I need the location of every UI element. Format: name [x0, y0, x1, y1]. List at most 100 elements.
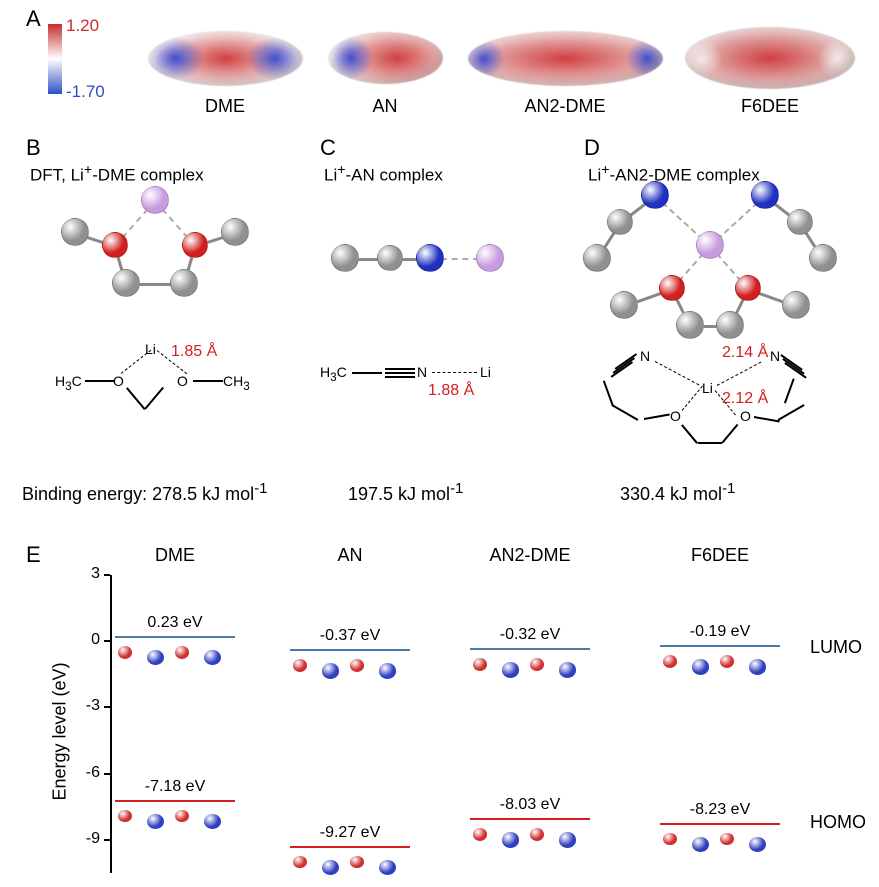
- orbital-homo: [118, 804, 232, 832]
- atom-n: [416, 244, 444, 272]
- esp-surface-dme: [148, 31, 303, 86]
- panel-letter-b: B: [26, 135, 41, 161]
- orbital-homo: [473, 822, 587, 850]
- y-tick-label: -3: [66, 697, 100, 715]
- y-tick: [104, 706, 110, 708]
- orbital-lumo: [663, 649, 777, 677]
- colorbar-max: 1.20: [66, 16, 99, 36]
- atom-cn1: [607, 209, 633, 235]
- lumo-value: -0.19 eV: [660, 623, 780, 641]
- atom-cc1: [676, 311, 704, 339]
- homo-value: -8.03 eV: [470, 796, 590, 814]
- chem-li-d: Li: [702, 380, 713, 396]
- orbital-lumo: [118, 640, 232, 668]
- lumo-line: [470, 648, 590, 650]
- lumo-value: -0.32 eV: [470, 626, 590, 644]
- atom-co2: [782, 291, 810, 319]
- atom-o1: [102, 232, 128, 258]
- atom-li: [141, 186, 169, 214]
- chem-o2: O: [177, 373, 188, 389]
- chem-structure-b: Li 1.85 Å H3C O O CH3: [55, 345, 265, 435]
- chem-n: N: [417, 364, 427, 380]
- homo-value: -9.27 eV: [290, 824, 410, 842]
- atom-o2: [182, 232, 208, 258]
- atom-c3: [170, 269, 198, 297]
- panel-b-title: DFT, Li+-DME complex: [30, 162, 204, 186]
- esp-label-dme: DME: [165, 96, 285, 117]
- panel-letter-a: A: [26, 6, 41, 32]
- panel-letter-c: C: [320, 135, 336, 161]
- atom-cm2: [809, 244, 837, 272]
- homo-label: HOMO: [810, 812, 866, 833]
- esp-label-an: AN: [325, 96, 445, 117]
- distance-c: 1.88 Å: [428, 382, 474, 400]
- esp-surface-f6dee: [685, 27, 855, 89]
- chem-o2-d: O: [740, 408, 751, 424]
- lumo-value: 0.23 eV: [115, 614, 235, 632]
- chem-ch3: CH3: [223, 373, 250, 393]
- series-label: F6DEE: [650, 545, 790, 566]
- homo-line: [660, 823, 780, 825]
- homo-line: [470, 818, 590, 820]
- lumo-line: [660, 645, 780, 647]
- chem-structure-d: N N 2.14 Å Li 2.12 Å O O: [600, 350, 840, 470]
- chem-h3c: H3C: [55, 373, 82, 393]
- y-tick-label: 0: [66, 631, 100, 649]
- y-tick-label: -9: [66, 830, 100, 848]
- chem-structure-c: H3C N Li 1.88 Å: [320, 360, 550, 420]
- panel-letter-e: E: [26, 542, 41, 568]
- y-tick: [104, 574, 110, 576]
- esp-surface-an: [328, 32, 443, 84]
- y-tick-label: 3: [66, 565, 100, 583]
- chem-li-c: Li: [480, 364, 491, 380]
- orbital-lumo: [473, 652, 587, 680]
- panel-d-title: Li+-AN2-DME complex: [588, 162, 760, 186]
- chem-o1: O: [113, 373, 124, 389]
- binding-energy-d: 330.4 kJ mol-1: [620, 480, 735, 505]
- orbital-lumo: [293, 653, 407, 681]
- atom-cm1: [583, 244, 611, 272]
- atom-cc2: [716, 311, 744, 339]
- atom-co1: [610, 291, 638, 319]
- distance-d2: 2.12 Å: [722, 390, 768, 408]
- y-tick: [104, 640, 110, 642]
- chem-h3c-c: H3C: [320, 364, 347, 384]
- atom-c4: [221, 218, 249, 246]
- atom-n2: [751, 181, 779, 209]
- orbital-homo: [293, 850, 407, 878]
- atom-li: [696, 231, 724, 259]
- panel-c-title: Li+-AN complex: [324, 162, 443, 186]
- atom-c2: [112, 269, 140, 297]
- lumo-value: -0.37 eV: [290, 627, 410, 645]
- lumo-line: [290, 649, 410, 651]
- lumo-label: LUMO: [810, 637, 862, 658]
- orbital-homo: [663, 827, 777, 855]
- distance-d1: 2.14 Å: [722, 344, 768, 362]
- esp-label-an2-dme: AN2-DME: [505, 96, 625, 117]
- binding-energy-b: Binding energy: 278.5 kJ mol-1: [22, 480, 267, 505]
- colorbar-min: -1.70: [66, 82, 105, 102]
- atom-li: [476, 244, 504, 272]
- atom-n1: [641, 181, 669, 209]
- atom-c2: [377, 245, 403, 271]
- atom-c1: [331, 244, 359, 272]
- y-tick: [104, 839, 110, 841]
- atom-cn2: [787, 209, 813, 235]
- homo-line: [290, 846, 410, 848]
- homo-value: -7.18 eV: [115, 778, 235, 796]
- binding-energy-c: 197.5 kJ mol-1: [348, 480, 463, 505]
- series-label: AN2-DME: [460, 545, 600, 566]
- panel-letter-d: D: [584, 135, 600, 161]
- atom-o2: [735, 275, 761, 301]
- distance-b: 1.85 Å: [171, 343, 217, 361]
- atom-o1: [659, 275, 685, 301]
- chem-o1-d: O: [670, 408, 681, 424]
- y-axis: [110, 575, 112, 873]
- series-label: AN: [280, 545, 420, 566]
- atom-c1: [61, 218, 89, 246]
- homo-value: -8.23 eV: [660, 801, 780, 819]
- y-tick: [104, 773, 110, 775]
- y-tick-label: -6: [66, 764, 100, 782]
- esp-surface-an2-dme: [468, 31, 663, 86]
- chem-n1-d: N: [640, 348, 650, 364]
